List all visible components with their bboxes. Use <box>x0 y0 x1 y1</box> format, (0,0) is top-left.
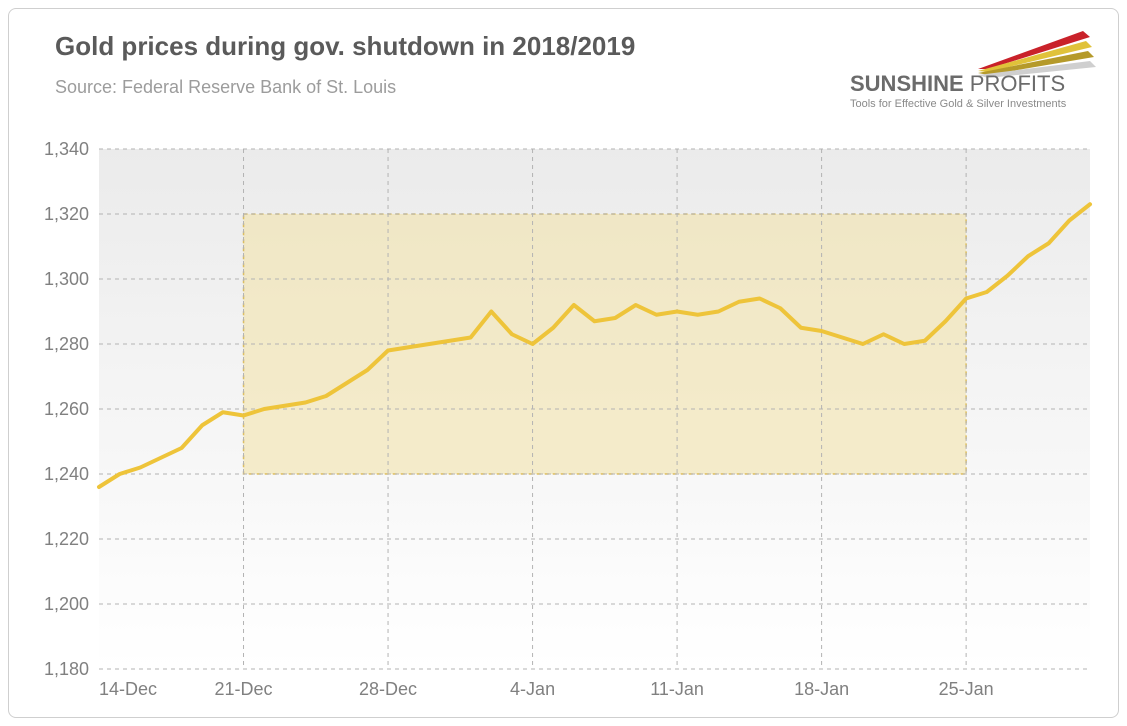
y-tick-label: 1,180 <box>44 659 89 679</box>
x-tick-label: 11-Jan <box>650 679 704 699</box>
chart-title: Gold prices during gov. shutdown in 2018… <box>55 31 635 62</box>
chart-card: Gold prices during gov. shutdown in 2018… <box>8 8 1119 718</box>
logo-brand-text: SUNSHINE PROFITS <box>850 71 1065 96</box>
x-tick-label: 25-Jan <box>939 679 994 699</box>
brand-logo-svg: SUNSHINE PROFITS Tools for Effective Gol… <box>848 29 1098 119</box>
y-tick-label: 1,220 <box>44 529 89 549</box>
y-tick-label: 1,320 <box>44 204 89 224</box>
x-tick-label: 4-Jan <box>510 679 555 699</box>
x-tick-label: 28-Dec <box>359 679 417 699</box>
logo-tagline: Tools for Effective Gold & Silver Invest… <box>850 98 1067 110</box>
y-tick-label: 1,340 <box>44 139 89 159</box>
y-tick-label: 1,260 <box>44 399 89 419</box>
x-axis-labels: 14-Dec 21-Dec 28-Dec 4-Jan 11-Jan 18-Jan 25-Ja… <box>99 679 994 699</box>
x-tick-label: 18-Jan <box>794 679 849 699</box>
y-tick-label: 1,300 <box>44 269 89 289</box>
y-tick-label: 1,200 <box>44 594 89 614</box>
x-tick-label: 14-Dec <box>99 679 157 699</box>
x-tick-label: 21-Dec <box>215 679 273 699</box>
y-tick-label: 1,280 <box>44 334 89 354</box>
chart-plot: 1,180 1,200 1,220 1,240 1,260 1,280 1,300 1,320… <box>29 139 1100 709</box>
y-axis-labels: 1,180 1,200 1,220 1,240 1,260 1,280 1,300 1,320… <box>44 139 89 679</box>
y-tick-label: 1,240 <box>44 464 89 484</box>
chart-source: Source: Federal Reserve Bank of St. Loui… <box>55 77 396 98</box>
brand-logo: SUNSHINE PROFITS Tools for Effective Gol… <box>848 29 1098 119</box>
